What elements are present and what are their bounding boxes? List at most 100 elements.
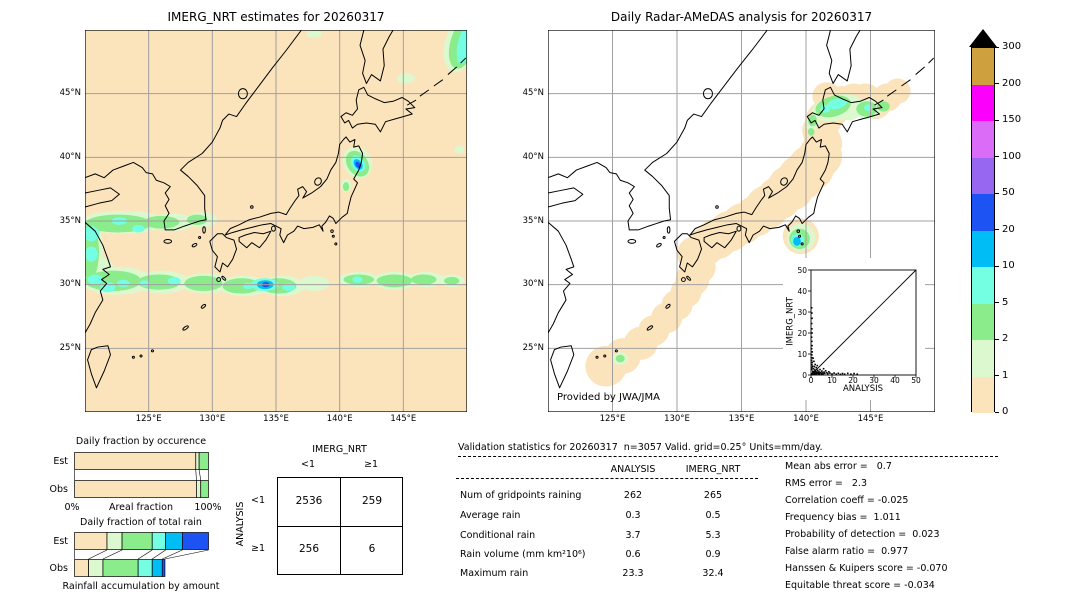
bar-connector-line bbox=[152, 549, 166, 560]
validation-title-rule bbox=[458, 456, 998, 457]
scatter-point bbox=[811, 372, 814, 374]
scatter-y-tick-label: 40 bbox=[797, 286, 807, 296]
scatter-point bbox=[827, 372, 829, 375]
lon-tick-label: 125°E bbox=[135, 414, 162, 424]
scatter-point bbox=[813, 365, 816, 368]
coastline bbox=[360, 30, 393, 83]
lon-tick-label: 130°E bbox=[664, 414, 690, 424]
bar-segment bbox=[165, 532, 183, 550]
scatter-point bbox=[820, 372, 823, 375]
scatter-point bbox=[815, 373, 818, 375]
scatter-x-tick-label: 30 bbox=[869, 376, 879, 385]
bar-segment bbox=[195, 452, 200, 470]
right-map-title: Daily Radar-AMeDAS analysis for 20260317 bbox=[610, 10, 873, 24]
occurrence-xlabel: Areal fraction bbox=[108, 502, 173, 513]
bar-connector-line bbox=[162, 549, 183, 560]
lon-tick-label: 135°E bbox=[263, 414, 289, 424]
island-outline bbox=[331, 230, 334, 233]
validation-col-analysis: ANALYSIS bbox=[610, 464, 656, 475]
scatter-x-tick-label: 0 bbox=[808, 376, 814, 385]
colorbar-tick bbox=[995, 302, 999, 303]
colorbar-tick-label: 2 bbox=[1002, 333, 1009, 344]
occurrence-chart-title: Daily fraction by occurence bbox=[75, 436, 207, 447]
island-outline bbox=[665, 304, 671, 309]
scatter-point bbox=[811, 328, 813, 330]
scatter-point bbox=[810, 359, 813, 362]
coastline bbox=[407, 58, 466, 105]
island-outline bbox=[779, 177, 788, 187]
precipitation-blob bbox=[376, 274, 413, 288]
island-outline bbox=[164, 239, 172, 243]
score-line: Equitable threat score = -0.034 bbox=[785, 580, 935, 591]
island-outline bbox=[332, 235, 334, 237]
colorbar-tick bbox=[995, 411, 999, 413]
scatter-point bbox=[853, 372, 855, 375]
precipitation-blob bbox=[444, 277, 460, 285]
validation-analysis-value: 262 bbox=[623, 490, 643, 501]
scatter-point bbox=[829, 372, 831, 374]
colorbar-tick-label: 10 bbox=[1002, 260, 1015, 271]
bar-connector-line bbox=[102, 549, 123, 560]
colorbar-tick bbox=[995, 46, 999, 48]
scatter-point bbox=[843, 373, 846, 375]
precipitation-blob bbox=[396, 73, 415, 84]
scatter-point bbox=[812, 357, 814, 359]
coastline bbox=[807, 87, 882, 132]
coastline bbox=[239, 231, 271, 248]
scatter-point bbox=[812, 373, 814, 375]
colorbar-segment bbox=[972, 48, 994, 85]
scatter-point bbox=[811, 361, 814, 364]
score-line: Mean abs error = 0.7 bbox=[785, 461, 892, 472]
scatter-x-tick-label: 10 bbox=[827, 376, 837, 385]
bar-segment bbox=[88, 559, 104, 577]
precipitation-blob bbox=[410, 274, 437, 285]
colorbar-tick-label: 50 bbox=[1002, 187, 1015, 198]
lon-tick-label: 145°E bbox=[390, 414, 417, 424]
contingency-cell-11: 6 bbox=[368, 543, 376, 555]
island-outline bbox=[615, 350, 617, 352]
totalrain-footer: Rainfall accumulation by amount bbox=[62, 581, 220, 592]
scatter-point bbox=[811, 373, 814, 376]
precipitation-blob bbox=[826, 98, 848, 110]
score-line: Correlation coeff = -0.025 bbox=[785, 495, 909, 506]
scatter-point bbox=[846, 372, 849, 375]
coastline bbox=[704, 231, 736, 248]
scatter-point bbox=[819, 368, 821, 371]
island-outline bbox=[251, 206, 254, 209]
scatter-point bbox=[839, 373, 842, 376]
precipitation-blob bbox=[85, 226, 100, 242]
scatter-point bbox=[810, 336, 813, 338]
precipitation-blob bbox=[87, 274, 103, 285]
bar-connector-line bbox=[198, 469, 202, 481]
totalrain-chart-bars bbox=[74, 532, 209, 577]
precipitation-blob bbox=[807, 114, 817, 127]
colorbar-segment bbox=[972, 303, 994, 340]
scatter-point bbox=[811, 365, 814, 367]
scatter-point bbox=[822, 373, 824, 375]
validation-imerg-value: 0.9 bbox=[705, 549, 721, 560]
scatter-point bbox=[811, 351, 814, 353]
scatter-point bbox=[821, 370, 823, 372]
validation-row-label: Conditional rain bbox=[460, 530, 536, 541]
island-outline bbox=[663, 237, 665, 239]
validation-imerg-value: 0.5 bbox=[705, 510, 721, 521]
bar-segment bbox=[121, 532, 153, 550]
occurrence-x-min: 0% bbox=[64, 502, 80, 513]
scatter-point bbox=[819, 371, 822, 374]
scatter-plot-canvas bbox=[808, 269, 917, 378]
lat-tick-label: 30°N bbox=[522, 279, 544, 290]
coastline bbox=[85, 222, 110, 333]
scatter-point bbox=[810, 322, 813, 325]
coastline bbox=[210, 234, 237, 272]
scatter-point bbox=[818, 372, 821, 374]
scatter-point bbox=[810, 307, 813, 309]
island-outline bbox=[221, 276, 226, 281]
island-outline bbox=[686, 276, 691, 281]
scatter-x-tick-label: 40 bbox=[890, 376, 900, 385]
scatter-point bbox=[816, 364, 819, 367]
scatter-point bbox=[837, 372, 840, 375]
totalrain-row-label-est: Est bbox=[53, 536, 68, 547]
bar-segment bbox=[137, 559, 153, 577]
precipitation-blob bbox=[342, 182, 350, 192]
island-outline bbox=[132, 356, 134, 358]
